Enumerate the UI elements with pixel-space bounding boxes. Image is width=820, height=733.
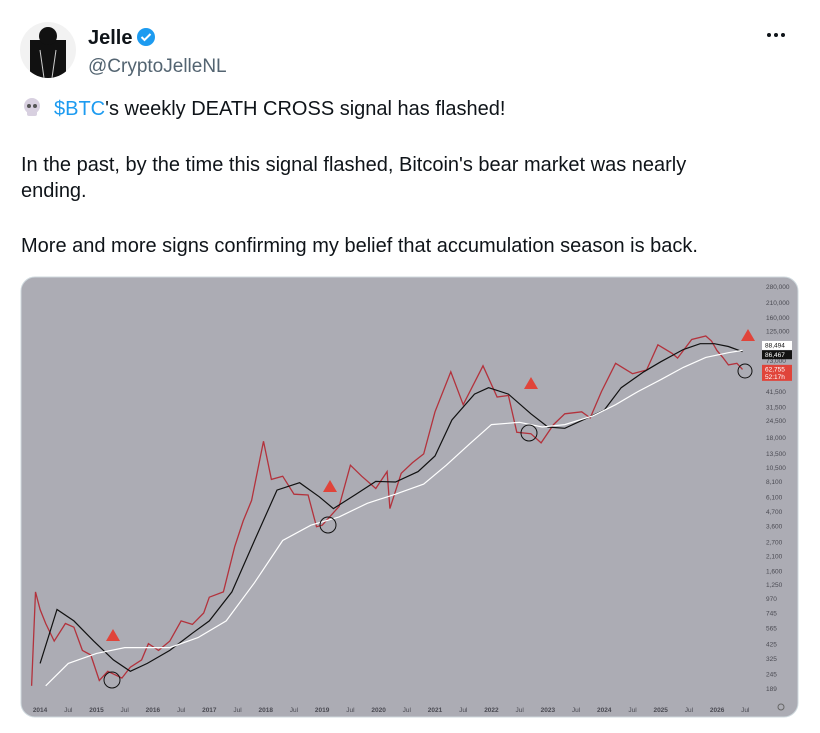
y-tick-label: 970 — [766, 596, 777, 603]
x-tick-label: 2018 — [259, 707, 274, 714]
y-tick-label: 73,000 — [766, 358, 786, 365]
y-tick-label: 41,500 — [766, 389, 786, 396]
countdown-label: 52:17h — [765, 374, 785, 381]
y-tick-label: 425 — [766, 641, 777, 648]
verified-badge — [137, 28, 155, 46]
y-tick-label: 565 — [766, 626, 777, 633]
x-tick-label: Jul — [515, 707, 524, 714]
user-handle[interactable]: @CryptoJelleNL — [88, 56, 227, 77]
x-tick-label: Jul — [121, 707, 130, 714]
tweet-line: More and more signs confirming my belief… — [21, 235, 698, 257]
x-tick-label: 2017 — [202, 707, 217, 714]
y-tick-label: 160,000 — [766, 315, 790, 322]
y-tick-label: 745 — [766, 610, 777, 617]
y-tick-label: 8,100 — [766, 479, 783, 486]
x-tick-label: 2021 — [428, 707, 443, 714]
y-tick-label: 31,500 — [766, 404, 786, 411]
x-tick-label: 2024 — [597, 707, 612, 714]
y-tick-label: 325 — [766, 656, 777, 663]
y-tick-label: 245 — [766, 672, 777, 679]
price-label-box — [762, 364, 792, 381]
y-tick-label: 1,250 — [766, 582, 783, 589]
y-tick-label: 10,500 — [766, 465, 786, 472]
x-tick-label: Jul — [572, 707, 581, 714]
price-label: 88,494 — [765, 343, 785, 350]
x-tick-label: 2023 — [541, 707, 556, 714]
x-tick-label: Jul — [628, 707, 637, 714]
x-tick-label: Jul — [290, 707, 299, 714]
more-button[interactable] — [767, 33, 785, 37]
price-label-box — [762, 340, 792, 350]
price-label-box — [762, 350, 792, 360]
user-name[interactable]: Jelle — [88, 27, 132, 49]
y-tick-label: 2,100 — [766, 553, 783, 560]
x-tick-label: 2015 — [89, 707, 104, 714]
avatar[interactable] — [20, 22, 76, 80]
tweet-line: $BTC's weekly DEATH CROSS signal has fla… — [54, 98, 505, 120]
x-tick-label: 2014 — [33, 707, 48, 714]
y-tick-label: 6,100 — [766, 495, 783, 502]
chart-image[interactable] — [20, 276, 799, 718]
series-line — [39, 343, 743, 672]
skull-emoji — [24, 98, 40, 116]
y-tick-label: 280,000 — [766, 284, 790, 291]
cashtag[interactable]: $BTC — [54, 98, 105, 120]
series-line — [45, 349, 743, 687]
x-tick-label: 2020 — [371, 707, 386, 714]
y-tick-label: 189 — [766, 686, 777, 693]
annotations — [103, 329, 785, 711]
y-tick-label: 3,600 — [766, 524, 783, 531]
tweet-text: 's weekly DEATH CROSS signal has flashed… — [105, 98, 505, 120]
x-tick-label: Jul — [233, 707, 242, 714]
y-tick-label: 24,500 — [766, 418, 786, 425]
x-tick-label: Jul — [459, 707, 468, 714]
y-tick-label: 4,700 — [766, 509, 783, 516]
x-tick-label: Jul — [403, 707, 412, 714]
x-tick-label: Jul — [741, 707, 750, 714]
y-tick-label: 1,600 — [766, 568, 783, 575]
y-tick-label: 13,500 — [766, 451, 786, 458]
tweet-line: In the past, by the time this signal fla… — [21, 154, 686, 176]
x-tick-label: 2022 — [484, 707, 499, 714]
y-tick-label: 210,000 — [766, 300, 790, 307]
price-label: 86,467 — [765, 352, 785, 359]
series-line — [30, 335, 743, 686]
y-tick-label: 18,000 — [766, 435, 786, 442]
x-tick-label: Jul — [685, 707, 694, 714]
x-tick-label: 2025 — [653, 707, 668, 714]
plot-area — [30, 335, 743, 687]
x-tick-label: 2026 — [710, 707, 725, 714]
price-label: 62,755 — [765, 367, 785, 374]
tweet-line: ending. — [21, 180, 87, 202]
y-tick-label: 2,700 — [766, 540, 783, 547]
x-tick-label: Jul — [346, 707, 355, 714]
y-tick-label: 125,000 — [766, 328, 790, 335]
x-tick-label: Jul — [64, 707, 73, 714]
x-tick-label: 2019 — [315, 707, 330, 714]
x-tick-label: 2016 — [146, 707, 161, 714]
x-tick-label: Jul — [177, 707, 186, 714]
axes: 280,000 210,000 160,000 125,000 73,000 41,500… — [33, 284, 792, 714]
